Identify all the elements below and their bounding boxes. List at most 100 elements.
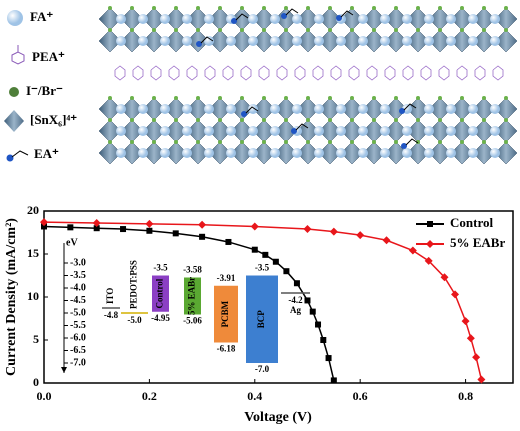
cation bbox=[490, 36, 500, 46]
marker bbox=[427, 221, 433, 227]
legend-label: FA⁺ bbox=[30, 9, 53, 24]
octahedron bbox=[274, 29, 298, 53]
marker bbox=[262, 251, 269, 258]
halide bbox=[196, 96, 200, 100]
legend-label: Control bbox=[450, 215, 493, 230]
marker bbox=[67, 224, 74, 231]
structure-illustration bbox=[98, 6, 518, 165]
halide bbox=[504, 96, 508, 100]
octahedron bbox=[252, 29, 276, 53]
pea-molecule bbox=[222, 65, 234, 81]
cation bbox=[204, 126, 214, 136]
cation bbox=[292, 14, 302, 24]
cation bbox=[424, 14, 434, 24]
level-label: -3.58 bbox=[183, 265, 202, 275]
halide bbox=[262, 28, 266, 32]
halide bbox=[482, 118, 486, 122]
energy-tick-label: -7.0 bbox=[70, 357, 86, 368]
halide bbox=[306, 96, 310, 100]
cation bbox=[424, 126, 434, 136]
ea-chain bbox=[245, 106, 259, 114]
pea-molecule bbox=[150, 65, 162, 81]
pea-molecule bbox=[492, 65, 504, 81]
halide bbox=[152, 140, 156, 144]
cation bbox=[292, 36, 302, 46]
marker bbox=[304, 297, 311, 304]
pea-molecule bbox=[114, 65, 126, 81]
pea-molecule bbox=[348, 65, 360, 81]
marker bbox=[198, 220, 207, 229]
halide bbox=[152, 118, 156, 122]
octahedron-icon bbox=[4, 110, 24, 132]
legend-label: I⁻/Br⁻ bbox=[26, 83, 63, 98]
x-tick-label: 0.2 bbox=[142, 389, 157, 403]
pea-molecule bbox=[456, 65, 468, 81]
cation bbox=[160, 148, 170, 158]
octahedron bbox=[120, 141, 144, 165]
pea-molecule bbox=[240, 65, 252, 81]
level-label: -5.0 bbox=[127, 315, 142, 325]
marker bbox=[251, 246, 258, 253]
cation bbox=[226, 104, 236, 114]
legend bbox=[412, 213, 512, 257]
halide bbox=[240, 140, 244, 144]
halide bbox=[394, 118, 398, 122]
halide bbox=[350, 96, 354, 100]
y-tick-label: 10 bbox=[27, 289, 39, 303]
octahedron bbox=[428, 141, 452, 165]
cation bbox=[314, 126, 324, 136]
halide bbox=[306, 28, 310, 32]
octahedron bbox=[164, 141, 188, 165]
cation bbox=[358, 148, 368, 158]
octahedron bbox=[384, 29, 408, 53]
halide bbox=[108, 96, 112, 100]
octahedron bbox=[98, 29, 122, 53]
halide bbox=[130, 118, 134, 122]
halide bbox=[284, 28, 288, 32]
halide bbox=[394, 140, 398, 144]
marker bbox=[309, 308, 316, 315]
octahedron bbox=[340, 29, 364, 53]
level-label: -5.06 bbox=[183, 316, 202, 326]
cation bbox=[182, 104, 192, 114]
halide bbox=[174, 118, 178, 122]
pea-molecule bbox=[420, 65, 432, 81]
octahedron bbox=[340, 141, 364, 165]
halide bbox=[416, 140, 420, 144]
halide bbox=[438, 28, 442, 32]
cation bbox=[248, 14, 258, 24]
marker bbox=[145, 219, 154, 228]
cation bbox=[270, 148, 280, 158]
energy-band bbox=[214, 285, 238, 343]
halide bbox=[284, 96, 288, 100]
cation bbox=[314, 14, 324, 24]
halide bbox=[504, 6, 508, 10]
cation bbox=[490, 104, 500, 114]
marker bbox=[283, 268, 290, 275]
cation bbox=[402, 14, 412, 24]
cation bbox=[138, 36, 148, 46]
halide bbox=[196, 28, 200, 32]
cation bbox=[446, 148, 456, 158]
marker bbox=[293, 280, 300, 287]
marker bbox=[426, 240, 434, 248]
cation bbox=[446, 126, 456, 136]
cation bbox=[358, 104, 368, 114]
halide bbox=[130, 6, 134, 10]
octahedron bbox=[98, 141, 122, 165]
halide bbox=[350, 140, 354, 144]
y-tick-label: 15 bbox=[27, 246, 39, 260]
marker bbox=[250, 222, 259, 231]
cation bbox=[270, 14, 280, 24]
cation bbox=[380, 104, 390, 114]
level-label: -4.8 bbox=[104, 310, 119, 320]
cation bbox=[424, 104, 434, 114]
cation bbox=[248, 36, 258, 46]
halide bbox=[262, 96, 266, 100]
marker bbox=[303, 225, 312, 234]
halide bbox=[174, 96, 178, 100]
halide bbox=[416, 6, 420, 10]
marker bbox=[315, 321, 322, 328]
ea-chain bbox=[235, 13, 249, 21]
halide bbox=[240, 96, 244, 100]
